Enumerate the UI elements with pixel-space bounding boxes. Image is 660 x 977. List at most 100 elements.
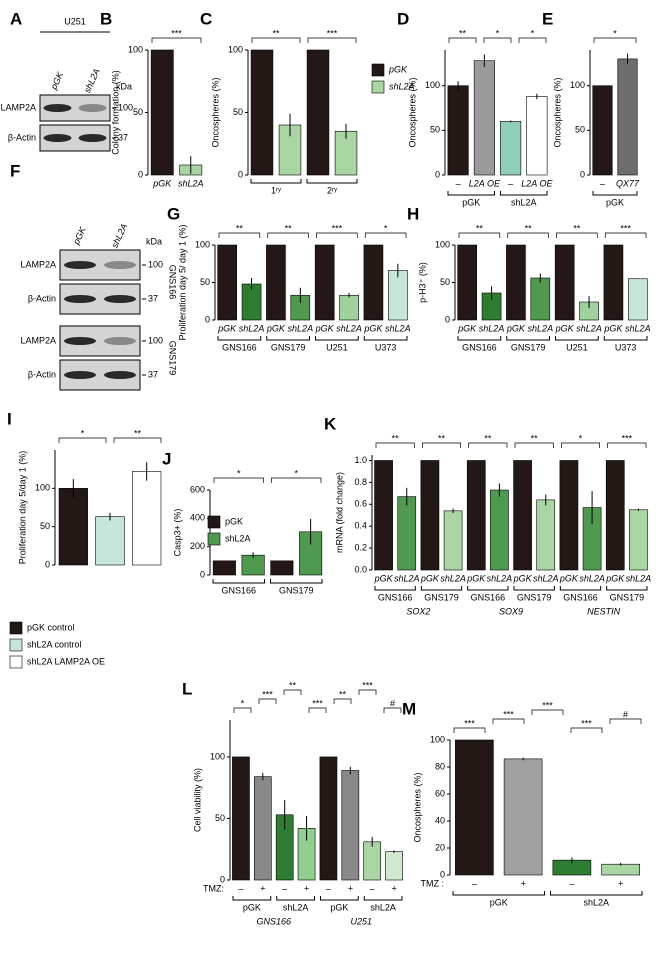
y-tick-label: 0 (238, 169, 243, 179)
x-axis-label: TMZ: (203, 883, 224, 893)
marker-label: 100 (148, 335, 163, 345)
x-tick-label: – (281, 883, 288, 893)
y-tick-label: 100 (35, 483, 50, 493)
group-bracket (217, 336, 262, 341)
bar (420, 460, 440, 571)
blot-band (43, 134, 72, 142)
bar (266, 244, 286, 321)
legend-swatch (9, 621, 23, 635)
y-tick-label: 0 (220, 874, 225, 884)
legend-swatch (9, 638, 23, 652)
group-label: 2ʳʸ (327, 185, 337, 195)
blot-band (78, 104, 107, 112)
group-bracket (592, 191, 638, 196)
x-tick-label: shL2A (579, 573, 605, 583)
group-bracket (603, 336, 648, 341)
significance-label: ** (573, 223, 581, 233)
panel-letter: B (100, 9, 112, 28)
significance-label: ** (438, 433, 446, 443)
significance-bracket (593, 37, 637, 43)
panel-letter: J (162, 449, 171, 468)
significance-bracket (58, 437, 107, 443)
group-bracket (250, 179, 302, 184)
significance-bracket (383, 707, 402, 713)
x-tick-label: shL2A (479, 323, 505, 333)
significance-label: ** (339, 689, 347, 699)
x-tick-label: shL2A (336, 323, 362, 333)
panel-letter: D (397, 9, 409, 28)
group-bracket (559, 586, 602, 591)
y-tick-label: 0.6 (354, 499, 367, 509)
significance-label: ** (484, 433, 492, 443)
bar (212, 560, 236, 576)
group-label: GNS166 (563, 592, 598, 602)
bar (388, 270, 408, 321)
x-tick-label: + (348, 883, 353, 893)
x-tick-label: QX77 (616, 178, 640, 188)
bar (232, 756, 250, 881)
bar (628, 278, 648, 321)
x-tick-label: shL2A (626, 573, 652, 583)
group-bracket (420, 586, 463, 591)
group-label: 1ʳʸ (271, 185, 281, 195)
bar (374, 460, 393, 571)
significance-bracket (518, 37, 547, 43)
y-tick-label: 0 (435, 169, 440, 179)
y-tick-label: 200 (190, 541, 205, 551)
y-tick-label: 100 (425, 80, 440, 90)
blot-title: U251 (64, 16, 86, 26)
significance-label: *** (464, 718, 475, 728)
significance-label: *** (312, 698, 323, 708)
significance-bracket (468, 442, 508, 448)
bar (319, 756, 338, 881)
group-label: shL2A (283, 902, 309, 912)
y-axis-label: Proliferation day 5/ day 1 (%) (177, 224, 187, 340)
group-label: pGK (490, 897, 508, 907)
significance-label: ** (272, 28, 280, 38)
group-bracket (320, 896, 359, 901)
bar (150, 49, 174, 176)
y-tick-label: 0 (445, 314, 450, 324)
x-tick-label: – (325, 883, 332, 893)
significance-bracket (113, 437, 162, 443)
unit-label: kDa (116, 81, 132, 91)
bar (397, 496, 417, 571)
significance-label: * (237, 468, 241, 478)
lane-label: shL2A (82, 67, 102, 94)
x-tick-label: L2A OE (521, 178, 553, 188)
group-bracket (467, 586, 509, 591)
x-tick-label: + (304, 883, 309, 893)
x-tick-label: shL2A (385, 323, 411, 333)
significance-bracket (283, 689, 302, 695)
bar (250, 49, 274, 176)
legend-swatch (207, 532, 221, 546)
significance-bracket (267, 232, 309, 238)
significance-label: * (531, 28, 535, 38)
y-tick-label: 100 (195, 239, 210, 249)
y-tick-label: 80 (435, 761, 445, 771)
panel-letter: F (10, 161, 20, 180)
bar (629, 509, 648, 571)
y-tick-label: 50 (215, 813, 225, 823)
group-bracket (500, 191, 548, 196)
x-tick-label: shL2A (625, 323, 651, 333)
lane-label: pGK (71, 225, 89, 247)
bar (503, 758, 543, 876)
significance-label: * (579, 433, 583, 443)
group-label: U251 (566, 342, 588, 352)
supergroup-label: SOX9 (499, 606, 523, 616)
bar (306, 49, 330, 176)
bar (363, 244, 384, 321)
significance-label: *** (332, 223, 343, 233)
unit-label: kDa (146, 236, 162, 246)
panel-letter: H (407, 204, 419, 223)
x-tick-label: – (369, 883, 376, 893)
group-label: GNS166 (471, 592, 506, 602)
bar (363, 841, 382, 881)
significance-bracket (453, 727, 486, 733)
legend-label: shL2A control (27, 639, 82, 649)
y-axis-label: Proliferation day 5/day 1 (%) (17, 451, 27, 565)
significance-bracket (233, 707, 252, 713)
y-tick-label: 100 (435, 239, 450, 249)
